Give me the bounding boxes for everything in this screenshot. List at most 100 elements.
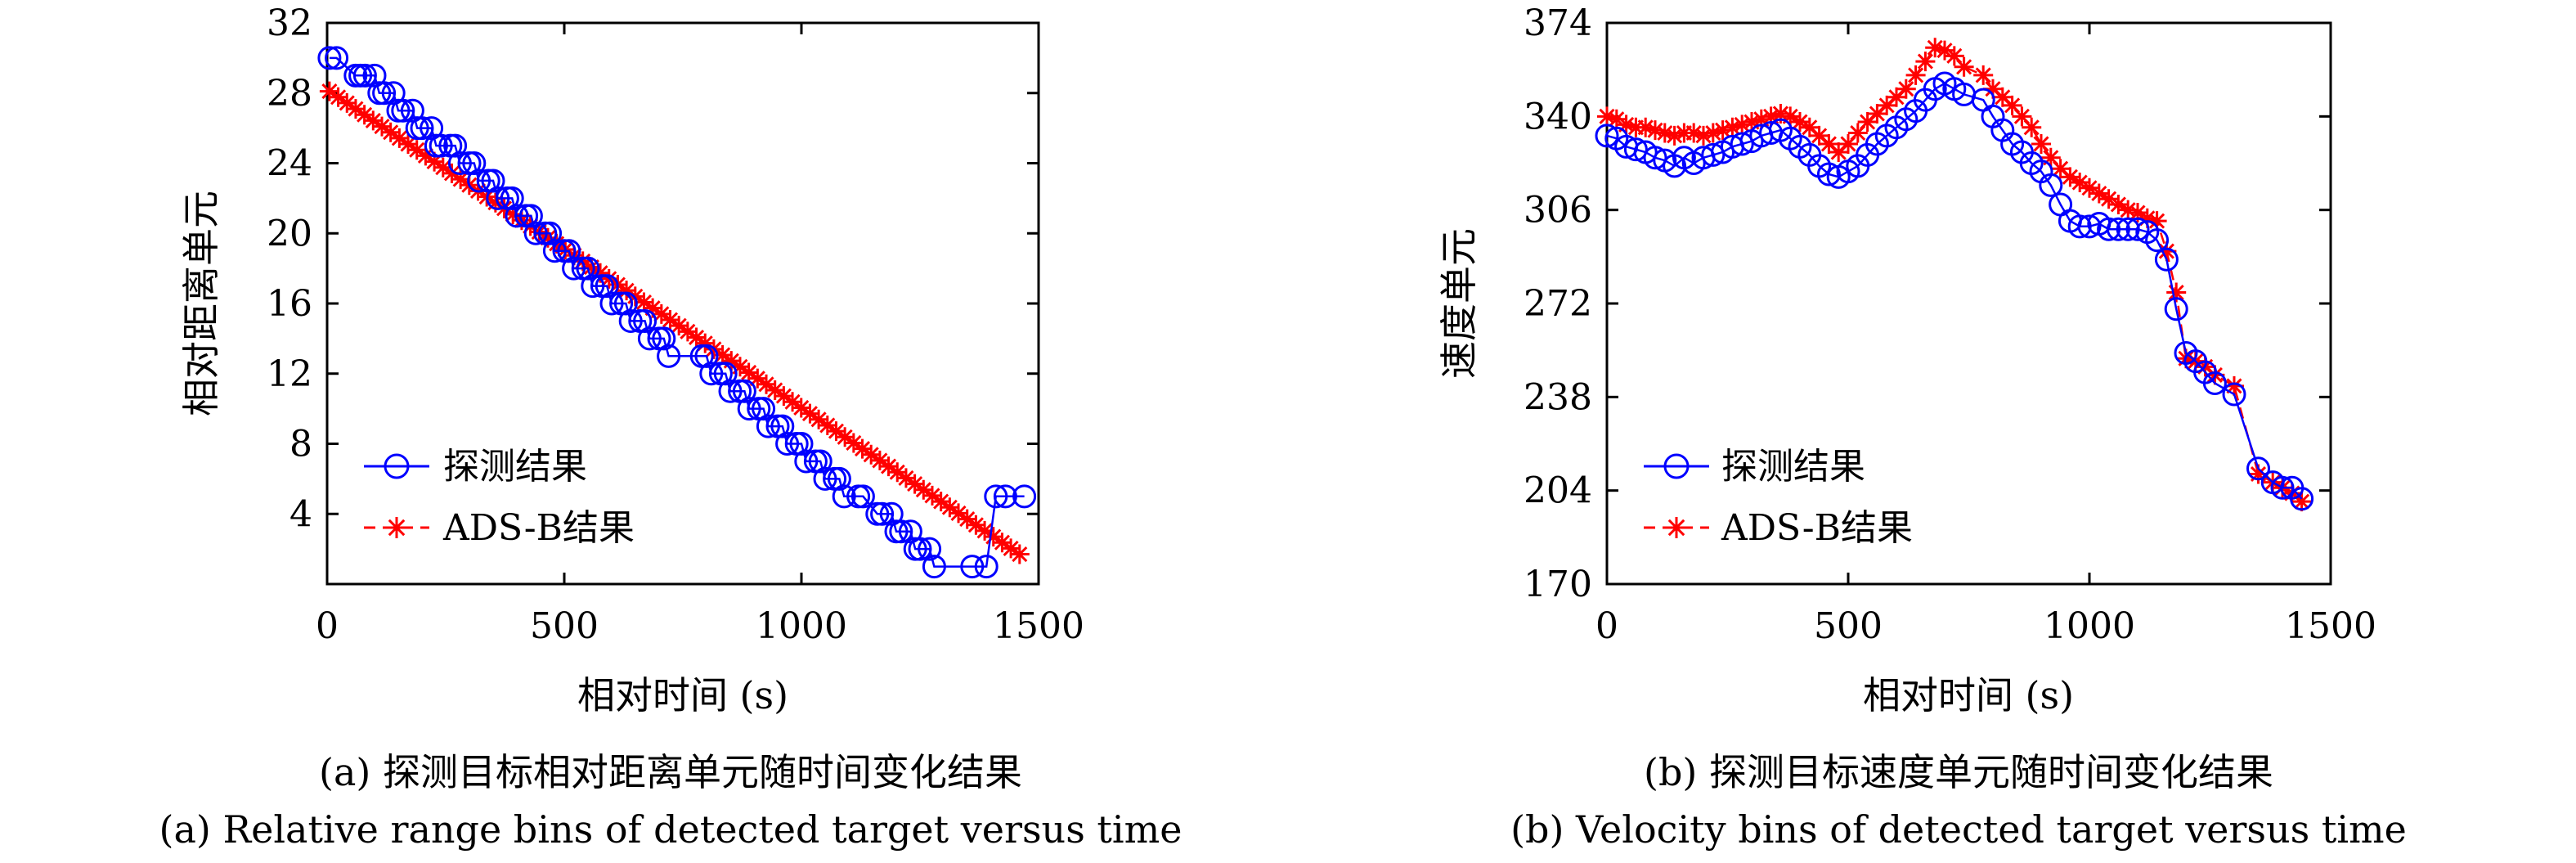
velocity-legend: 探测结果 ADS-B结果 xyxy=(1644,446,1913,549)
velocity-adsb-point xyxy=(2022,117,2042,137)
velocity-adsb-point xyxy=(1761,106,1781,127)
range-adsb-point xyxy=(887,462,908,483)
range-adsb-point xyxy=(651,303,671,324)
velocity-y-tick-label: 238 xyxy=(1524,376,1592,418)
velocity-adsb-point xyxy=(1790,112,1810,133)
velocity-adsb-point xyxy=(1664,125,1685,146)
range-adsb-point xyxy=(337,92,357,113)
velocity-adsb-point xyxy=(1867,103,1887,124)
velocity-adsb-point xyxy=(1896,79,1916,99)
range-detect-point xyxy=(633,308,657,333)
velocity-adsb-point xyxy=(1905,65,1926,85)
velocity-detect-point xyxy=(1595,124,1619,148)
range-detect-point xyxy=(752,397,776,421)
range-adsb-point xyxy=(756,374,777,394)
velocity-adsb-point xyxy=(1597,106,1617,127)
velocity-x-tick-label: 1500 xyxy=(2285,605,2376,647)
velocity-adsb-point xyxy=(1992,87,2013,107)
range-detect-point xyxy=(576,256,600,281)
range-adsb-point xyxy=(809,409,829,429)
range-legend-detect-marker xyxy=(384,453,410,479)
range-adsb-point xyxy=(869,450,890,470)
range-detect-point xyxy=(429,133,453,158)
velocity-detect-point xyxy=(2116,217,2140,241)
range-detect-point xyxy=(467,169,491,193)
velocity-adsb-point xyxy=(1857,112,1878,133)
velocity-y-tick-label: 374 xyxy=(1524,2,1592,44)
range-adsb-point xyxy=(406,140,427,160)
caption-a-chinese: (a) 探测目标相对距离单元随时间变化结果 xyxy=(319,750,1022,794)
velocity-adsb-point xyxy=(2098,189,2119,209)
velocity-detect-point xyxy=(2270,475,2295,500)
range-detect-point xyxy=(352,63,377,88)
velocity-adsb-point xyxy=(1983,79,2003,99)
range-detect-point xyxy=(562,256,586,281)
velocity-adsb-point xyxy=(2002,95,2022,115)
velocity-adsb-point xyxy=(1703,123,1723,143)
velocity-adsb-point xyxy=(1847,123,1868,143)
velocity-adsb-point xyxy=(2089,183,2109,204)
range-y-tick-label: 16 xyxy=(267,283,312,325)
range-detect-point xyxy=(827,466,851,491)
range-y-tick-label: 12 xyxy=(267,353,312,395)
velocity-x-tick-label: 0 xyxy=(1595,605,1618,647)
velocity-adsb-point xyxy=(1654,123,1675,143)
range-detect-point xyxy=(486,186,510,210)
velocity-adsb-point xyxy=(2166,282,2187,303)
velocity-adsb-point xyxy=(1712,120,1733,141)
range-detect-point xyxy=(870,501,895,526)
range-adsb-point xyxy=(354,105,375,125)
velocity-adsb-point xyxy=(2031,133,2051,154)
range-detect-point xyxy=(918,537,942,561)
velocity-adsb-point xyxy=(2108,194,2129,214)
range-adsb-point xyxy=(783,392,803,412)
velocity-detect-point xyxy=(2154,247,2179,272)
range-adsb-point xyxy=(738,362,759,383)
range-detect-point xyxy=(523,221,548,245)
velocity-adsb-point xyxy=(1751,109,1771,129)
velocity-adsb-point xyxy=(2050,159,2071,179)
velocity-adsb-point xyxy=(2080,178,2099,198)
velocity-adsb-point xyxy=(1645,120,1665,141)
range-detect-point xyxy=(984,484,1008,509)
velocity-legend-star-glyph xyxy=(1666,517,1687,538)
range-adsb-point xyxy=(922,485,942,506)
range-adsb-point xyxy=(913,479,934,500)
range-adsb-point xyxy=(843,433,864,453)
velocity-adsb-point xyxy=(1684,123,1704,143)
range-x-axis-title: 相对时间 (s) xyxy=(577,673,788,717)
range-adsb-point xyxy=(983,527,1003,547)
range-adsb-point xyxy=(677,321,698,342)
range-detect-point xyxy=(538,221,563,245)
range-adsb-point xyxy=(966,515,986,535)
velocity-adsb-point xyxy=(1616,115,1636,135)
range-adsb-point xyxy=(686,327,707,348)
range-adsb-point xyxy=(660,309,680,330)
range-adsb-point xyxy=(957,509,977,529)
velocity-y-tick-label: 272 xyxy=(1524,283,1592,325)
range-detect-point xyxy=(718,379,743,403)
range-adsb-point xyxy=(398,134,419,155)
velocity-adsb-point xyxy=(1770,103,1791,124)
velocity-adsb-point xyxy=(1954,56,1974,77)
range-detect-point xyxy=(922,555,946,579)
range-detect-point xyxy=(505,204,529,228)
range-adsb-point xyxy=(503,205,523,225)
velocity-x-tick-label: 500 xyxy=(1814,605,1883,647)
range-adsb-point xyxy=(835,427,855,447)
range-detect-point xyxy=(813,466,837,491)
range-detect-point xyxy=(1012,484,1037,509)
range-adsb-point xyxy=(992,533,1012,553)
velocity-detect-point xyxy=(2202,371,2227,396)
range-y-tick-label: 8 xyxy=(289,424,312,465)
velocity-axis-ticks: 0 500 1000 1500 170 204 238 272 306 340 374 xyxy=(1524,2,2376,647)
velocity-adsb-point xyxy=(1935,40,1954,61)
range-detect-point xyxy=(500,186,524,210)
range-y-tick-label: 24 xyxy=(267,143,312,185)
range-adsb-point xyxy=(975,520,995,541)
range-adsb-point xyxy=(712,344,733,365)
range-adsb-point xyxy=(852,438,873,459)
velocity-detect-point xyxy=(1643,146,1667,170)
range-legend-star-glyph xyxy=(386,517,407,538)
velocity-adsb-point xyxy=(2248,464,2269,484)
